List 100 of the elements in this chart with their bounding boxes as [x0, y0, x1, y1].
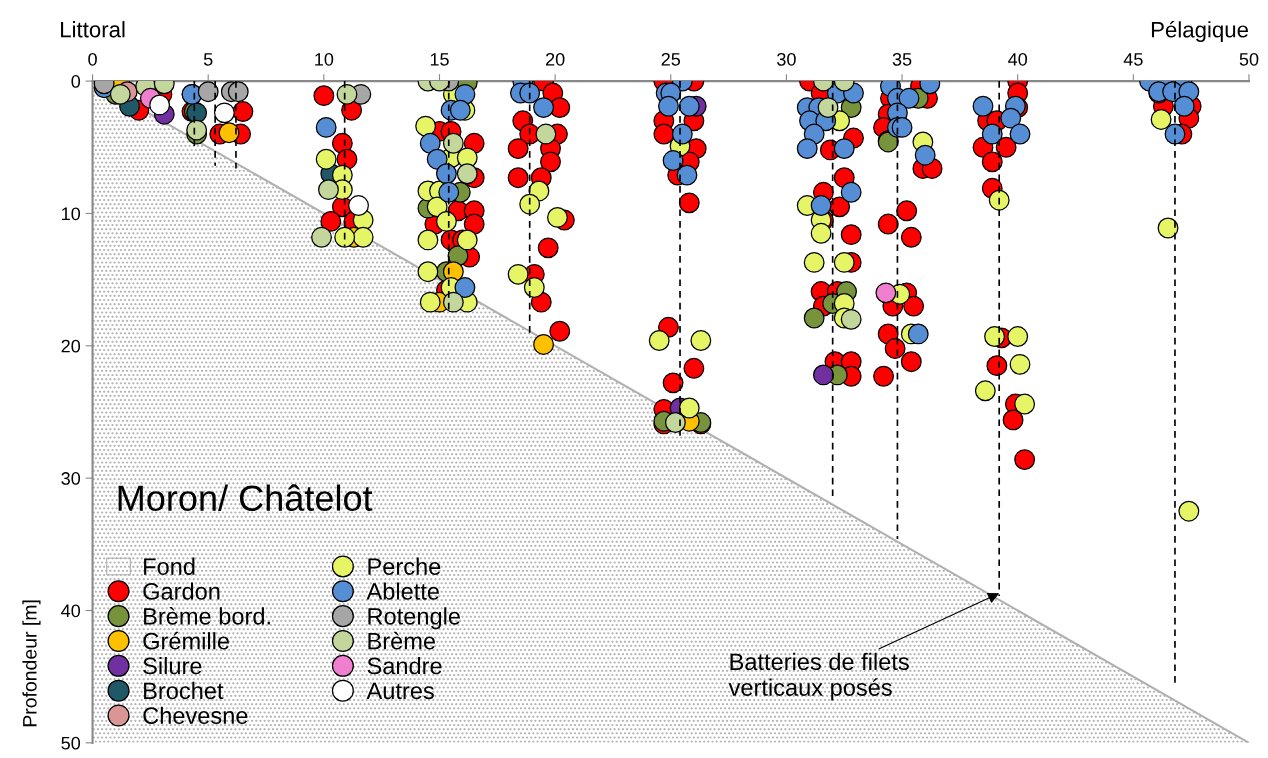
- point: [875, 282, 897, 304]
- point: [676, 164, 698, 186]
- legend-label: Fond: [144, 557, 195, 575]
- point: [197, 81, 219, 103]
- x-tick-label: 45: [1123, 53, 1143, 66]
- point: [417, 229, 439, 251]
- point: [519, 193, 541, 215]
- point: [981, 123, 1003, 145]
- point: [690, 330, 712, 351]
- point: [318, 179, 339, 201]
- text: Moron/ Châtelot: [118, 484, 373, 511]
- point: [840, 181, 862, 203]
- point: [662, 150, 684, 171]
- x-tick-label: 5: [203, 53, 213, 66]
- x-tick-label: 20: [546, 52, 565, 66]
- x-tick-label: 50: [1239, 52, 1259, 66]
- y-tick-label: 40: [61, 604, 81, 618]
- legend-label: Brochet: [144, 681, 224, 700]
- point: [533, 334, 555, 355]
- point: [648, 330, 670, 351]
- y-tick-label: 10: [62, 207, 81, 221]
- point: [315, 116, 337, 138]
- point: [533, 97, 555, 119]
- point: [546, 206, 568, 228]
- point: [812, 364, 834, 386]
- point: [678, 397, 700, 419]
- x-tick-label: 30: [777, 52, 796, 66]
- point: [1150, 109, 1172, 130]
- legend-label: Autres: [366, 682, 434, 700]
- point: [803, 307, 825, 329]
- point: [336, 83, 358, 105]
- text: Pélagique: [1151, 20, 1248, 42]
- point: [810, 195, 832, 216]
- point: [833, 251, 855, 273]
- point: [417, 261, 439, 283]
- point: [449, 99, 471, 121]
- point: [454, 277, 476, 299]
- point: [1007, 326, 1029, 347]
- point: [1009, 353, 1031, 375]
- point: [658, 95, 679, 117]
- point: [507, 263, 529, 285]
- point: [415, 115, 437, 137]
- legend-label: Perche: [368, 557, 441, 575]
- legend-label: Rotengle: [368, 607, 460, 630]
- y-tick-label: 30: [61, 472, 81, 485]
- point: [1009, 123, 1031, 145]
- legend-label: Brème bord.: [144, 607, 270, 625]
- y-tick-label: 0: [71, 75, 81, 88]
- point: [438, 181, 460, 203]
- x-tick-label: 10: [315, 52, 334, 66]
- point: [833, 138, 855, 160]
- point: [803, 251, 825, 273]
- point: [109, 83, 131, 105]
- legend-label: Sandre: [367, 656, 442, 675]
- point: [419, 291, 441, 313]
- point: [988, 189, 1010, 211]
- point: [456, 163, 478, 185]
- point: [456, 229, 478, 251]
- point: [796, 138, 818, 160]
- point: [817, 97, 839, 119]
- point: [671, 123, 693, 145]
- point: [1164, 123, 1186, 145]
- y-tick-label: 50: [61, 736, 81, 750]
- point: [840, 308, 862, 330]
- legend-label: Silure: [143, 656, 202, 675]
- x-tick-label: 15: [430, 53, 449, 66]
- point: [972, 95, 994, 117]
- point: [1178, 500, 1200, 522]
- point: [519, 82, 541, 104]
- point: [535, 123, 557, 145]
- point: [218, 122, 240, 144]
- legend-label: Grémille: [143, 631, 229, 650]
- point: [352, 226, 374, 248]
- point: [419, 132, 441, 154]
- point: [974, 380, 996, 402]
- point: [523, 277, 545, 299]
- point: [334, 226, 356, 248]
- point: [435, 210, 457, 232]
- x-tick-label: 25: [661, 52, 681, 66]
- y-axis-title: Profondeur [m]: [22, 600, 41, 727]
- point: [1173, 95, 1195, 117]
- point: [664, 412, 686, 434]
- point: [149, 94, 171, 116]
- point: [914, 144, 936, 166]
- point: [1000, 107, 1022, 129]
- point: [1157, 217, 1179, 239]
- point: [907, 323, 929, 345]
- point: [315, 148, 337, 170]
- x-tick-label: 40: [1008, 52, 1028, 66]
- point: [442, 291, 464, 313]
- point: [810, 222, 832, 244]
- point: [898, 87, 920, 109]
- x-tick-label: 35: [892, 52, 912, 66]
- annotation: Batteries de filets verticaux posés: [728, 652, 909, 701]
- legend-label: Ablette: [366, 582, 439, 600]
- point: [227, 81, 249, 103]
- point: [891, 116, 913, 138]
- point: [678, 95, 700, 117]
- point: [311, 226, 332, 248]
- text: Littoral: [61, 21, 125, 38]
